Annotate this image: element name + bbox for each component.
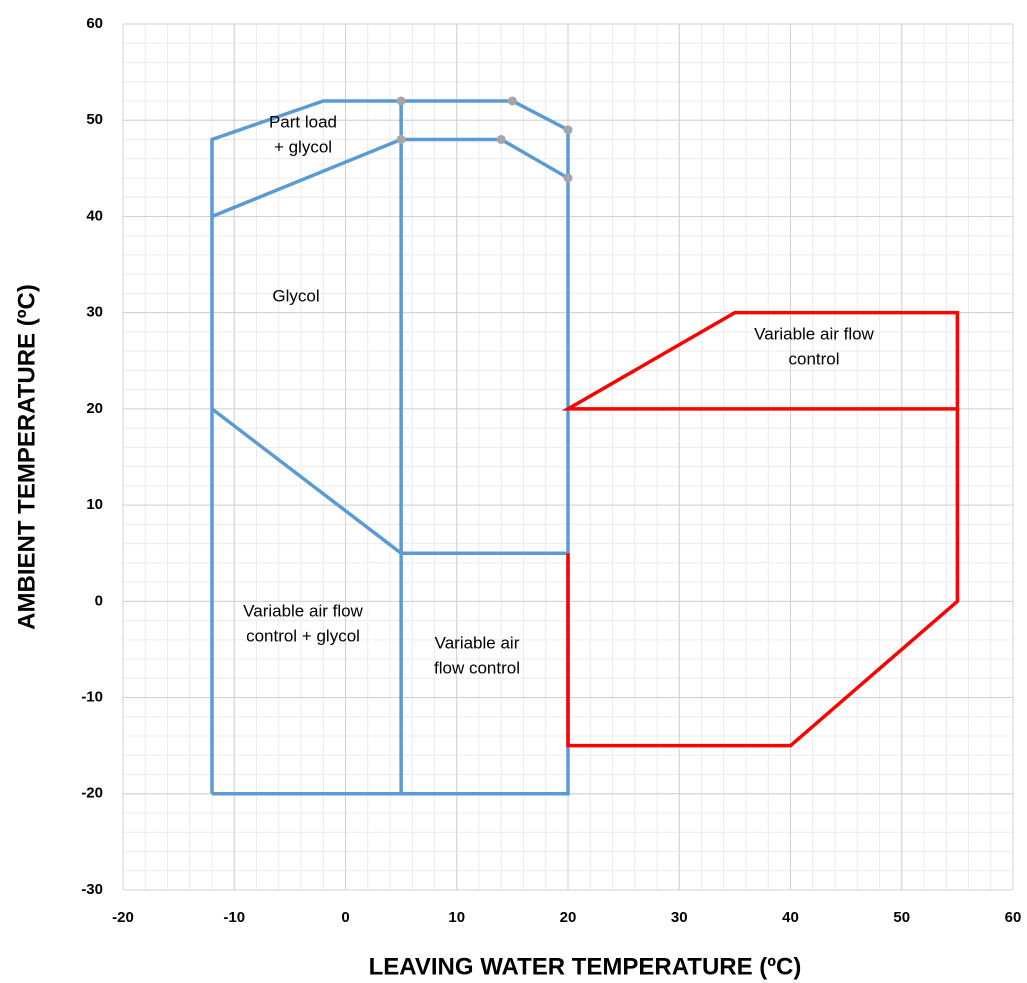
series-line <box>211 137 569 219</box>
y-tick-label: 0 <box>95 592 103 609</box>
vertex-point <box>396 96 406 106</box>
region-label: Glycol <box>272 286 319 305</box>
region-label: control + glycol <box>246 626 360 645</box>
region-label: flow control <box>434 658 520 677</box>
vertex-point <box>496 134 506 144</box>
vertex-point <box>396 134 406 144</box>
x-tick-label: 50 <box>893 909 910 926</box>
x-tick-label: 20 <box>560 909 577 926</box>
region-label: Part load <box>269 112 337 131</box>
region-label: Variable air <box>435 633 520 652</box>
x-tick-label: 40 <box>782 909 799 926</box>
y-tick-label: 60 <box>86 15 103 32</box>
vertex-point <box>563 125 573 135</box>
x-tick-label: 30 <box>671 909 688 926</box>
x-axis-title: LEAVING WATER TEMPERATURE (ºC) <box>369 953 802 980</box>
y-tick-label: 50 <box>86 111 103 128</box>
y-tick-label: 10 <box>86 496 103 513</box>
y-axis-title: AMBIENT TEMPERATURE (ºC) <box>13 284 40 630</box>
y-tick-label: 20 <box>86 400 103 417</box>
x-tick-label: 10 <box>448 909 465 926</box>
x-tick-label: 60 <box>1005 909 1022 926</box>
y-tick-label: -20 <box>81 785 103 802</box>
x-tick-label: 0 <box>341 909 349 926</box>
series-line <box>561 310 960 748</box>
region-label: Variable air flow <box>243 601 363 620</box>
region-label: control <box>788 349 839 368</box>
y-tick-label: -30 <box>81 881 103 898</box>
region-label: + glycol <box>274 137 332 156</box>
vertex-point <box>507 96 517 106</box>
y-tick-label: 30 <box>86 304 103 321</box>
x-tick-label: -20 <box>112 909 134 926</box>
y-tick-label: 40 <box>86 207 103 224</box>
x-tick-label: -10 <box>223 909 245 926</box>
region-label: Variable air flow <box>754 324 874 343</box>
y-tick-label: -10 <box>81 689 103 706</box>
vertex-point <box>563 173 573 183</box>
series-line <box>210 407 568 555</box>
